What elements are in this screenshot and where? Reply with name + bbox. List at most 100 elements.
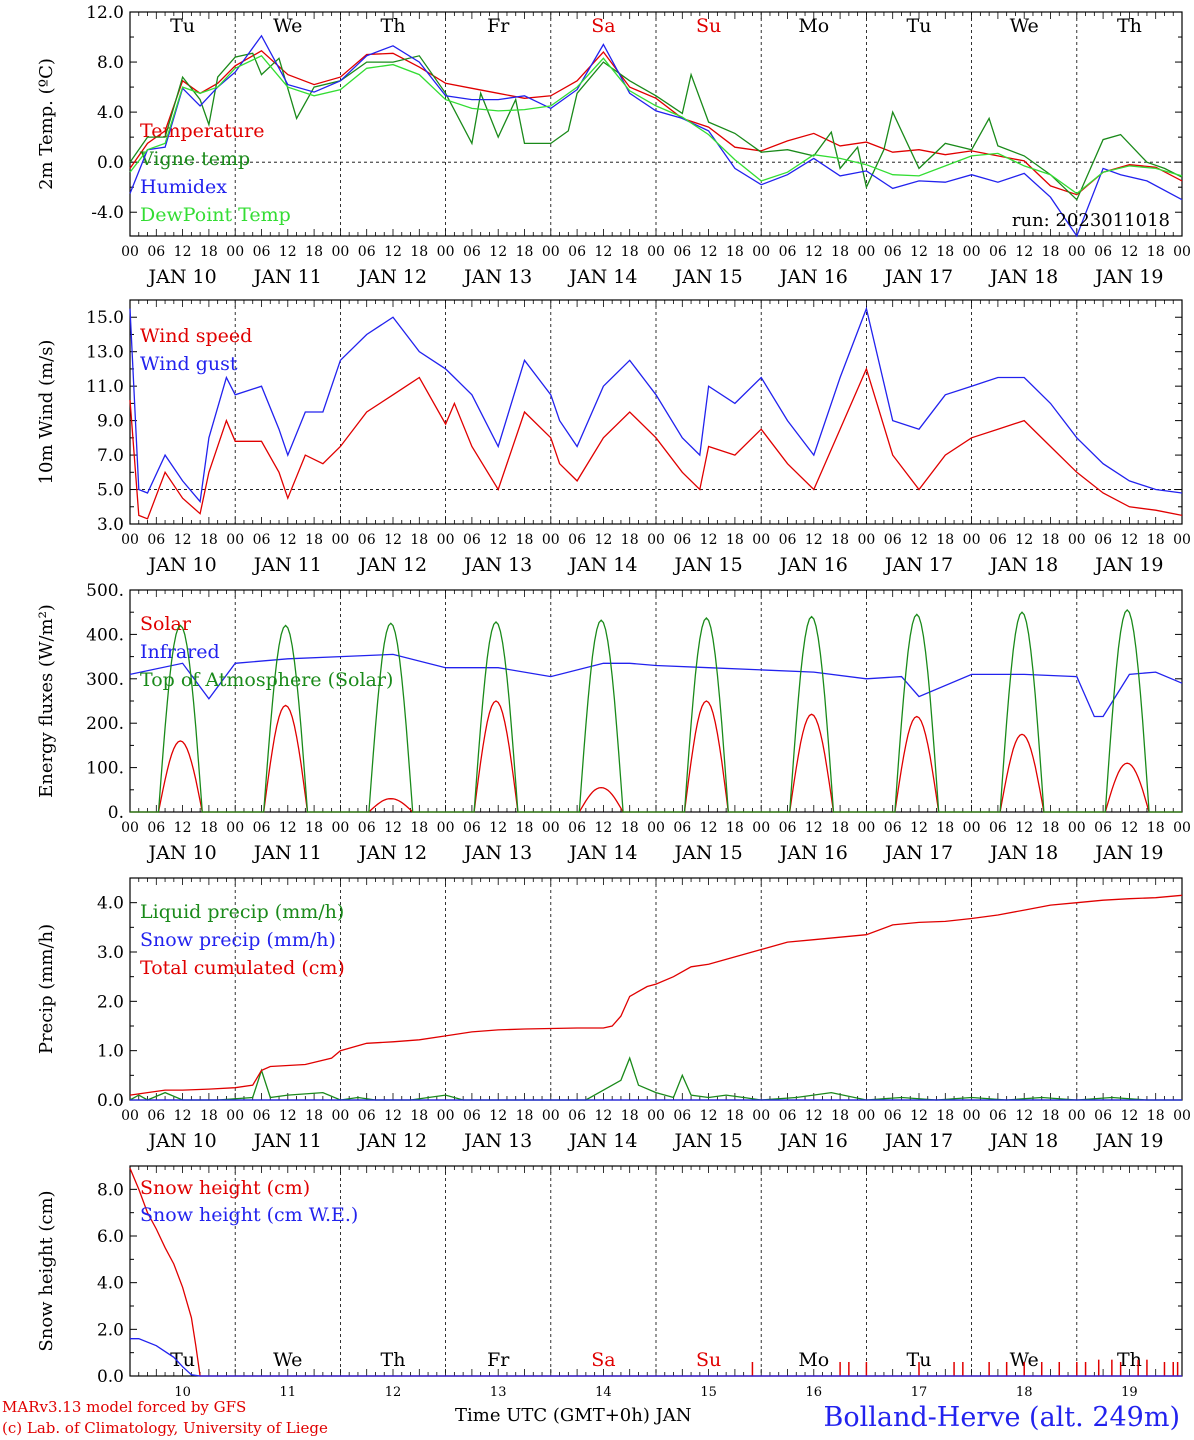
y-tick-label: 7.0 bbox=[97, 446, 124, 466]
hour-label: 18 bbox=[1042, 244, 1060, 260]
y-tick-label: 4.0 bbox=[97, 894, 124, 914]
hour-label: 00 bbox=[542, 820, 560, 836]
date-label: JAN 10 bbox=[147, 842, 217, 864]
hour-label: 18 bbox=[305, 1108, 323, 1124]
hour-label: 06 bbox=[1094, 244, 1112, 260]
legend-entry: Wind gust bbox=[140, 353, 238, 375]
hour-label: 18 bbox=[621, 1108, 639, 1124]
hour-label: 12 bbox=[1015, 244, 1033, 260]
hour-label: 00 bbox=[752, 820, 770, 836]
hour-label: 12 bbox=[174, 1108, 192, 1124]
hour-label: 06 bbox=[673, 244, 691, 260]
panel-5: 0.0 2.0 4.0 6.0 8.0 Snow height (cm) Tu We Th Fr S… bbox=[36, 1165, 1183, 1400]
plot-frame bbox=[129, 299, 1183, 525]
y-tick-label: 500. bbox=[86, 581, 124, 601]
hour-label: 12 bbox=[700, 532, 718, 548]
y-tick-label: 5.0 bbox=[97, 481, 124, 501]
hour-label: 18 bbox=[831, 532, 849, 548]
hour-label: 00 bbox=[226, 820, 244, 836]
hour-label: 00 bbox=[1173, 532, 1191, 548]
y-tick-label: 6.0 bbox=[97, 1227, 124, 1247]
hour-label: 12 bbox=[489, 820, 507, 836]
plot-frame bbox=[129, 11, 1183, 237]
hour-label: 06 bbox=[253, 532, 271, 548]
panel-3: 0. 100. 200. 300. 400. 500. Energy fluxes (W/m… bbox=[36, 581, 1191, 864]
hour-label: 00 bbox=[1173, 820, 1191, 836]
legend-entry: Vigne temp bbox=[139, 148, 250, 170]
hour-label: 06 bbox=[463, 244, 481, 260]
y-axis-label: 2m Temp. (ºC) bbox=[36, 58, 57, 190]
hour-label: 18 bbox=[200, 532, 218, 548]
legend-entry: DewPoint Temp bbox=[140, 204, 291, 226]
hour-label: 06 bbox=[779, 820, 797, 836]
date-label: JAN 15 bbox=[673, 1130, 743, 1152]
hour-label: 06 bbox=[989, 244, 1007, 260]
series-line bbox=[129, 894, 1183, 1096]
hour-label: 00 bbox=[647, 1108, 665, 1124]
day-name: We bbox=[273, 1349, 302, 1371]
y-tick-label: 9.0 bbox=[97, 412, 124, 432]
hour-label: 00 bbox=[1068, 1108, 1086, 1124]
date-label: JAN 13 bbox=[462, 1130, 532, 1152]
hour-label: 06 bbox=[779, 1108, 797, 1124]
date-label: JAN 18 bbox=[988, 1130, 1058, 1152]
hour-label: 12 bbox=[279, 1108, 297, 1124]
hour-label: 12 bbox=[1015, 820, 1033, 836]
hour-label: 12 bbox=[1120, 1108, 1138, 1124]
date-label: JAN 14 bbox=[567, 554, 637, 576]
day-name: Tu bbox=[907, 15, 932, 37]
series-line bbox=[129, 50, 1183, 196]
day-name: Mo bbox=[798, 15, 829, 37]
hour-label: 18 bbox=[1042, 820, 1060, 836]
hour-label: 00 bbox=[857, 244, 875, 260]
day-name: Th bbox=[381, 1349, 406, 1371]
hour-label: 18 bbox=[305, 244, 323, 260]
date-label: JAN 17 bbox=[883, 554, 953, 576]
hour-label: 00 bbox=[647, 820, 665, 836]
legend-entry: Snow height (cm) bbox=[140, 1177, 310, 1199]
hour-label: 18 bbox=[410, 532, 428, 548]
date-label: JAN 19 bbox=[1093, 266, 1163, 288]
hour-label: 00 bbox=[121, 1108, 139, 1124]
hour-label: 00 bbox=[1173, 244, 1191, 260]
date-label: JAN 12 bbox=[357, 842, 427, 864]
hour-label: 12 bbox=[700, 820, 718, 836]
hour-label: 06 bbox=[1094, 1108, 1112, 1124]
hour-label: 06 bbox=[884, 1108, 902, 1124]
date-label: JAN 11 bbox=[252, 554, 322, 576]
y-tick-label: 11.0 bbox=[86, 377, 124, 397]
hour-label: 00 bbox=[857, 820, 875, 836]
hour-label: 12 bbox=[594, 532, 612, 548]
hour-label: 00 bbox=[121, 244, 139, 260]
hour-label: 06 bbox=[1094, 820, 1112, 836]
y-tick-label: 4.0 bbox=[97, 1274, 124, 1294]
y-axis-label: Precip (mm/h) bbox=[36, 924, 57, 1054]
hour-label: 18 bbox=[831, 820, 849, 836]
hour-label: 18 bbox=[516, 244, 534, 260]
y-tick-label: 400. bbox=[86, 625, 124, 645]
day-name: Th bbox=[381, 15, 406, 37]
meteogram-chart: -4.0 0.0 4.0 8.0 12.0 2m Temp. (ºC) 00 06 12 18 00… bbox=[36, 3, 1191, 1400]
hour-label: 12 bbox=[1015, 532, 1033, 548]
date-number: 10 bbox=[174, 1385, 191, 1400]
hour-label: 18 bbox=[410, 1108, 428, 1124]
legend-entry: Snow precip (mm/h) bbox=[140, 929, 336, 951]
date-number: 12 bbox=[385, 1385, 402, 1400]
hour-label: 00 bbox=[963, 244, 981, 260]
hour-label: 00 bbox=[963, 1108, 981, 1124]
hour-label: 06 bbox=[463, 1108, 481, 1124]
date-number: 18 bbox=[1016, 1385, 1033, 1400]
y-tick-label: 0. bbox=[108, 803, 124, 823]
hour-label: 12 bbox=[279, 532, 297, 548]
y-axis-label: Snow height (cm) bbox=[36, 1190, 57, 1351]
y-axis-label: Energy fluxes (W/m²) bbox=[36, 604, 57, 798]
run-annotation: run: 2023011018 bbox=[1012, 210, 1170, 231]
hour-label: 18 bbox=[1147, 820, 1165, 836]
series-line bbox=[129, 52, 1183, 201]
hour-label: 06 bbox=[673, 820, 691, 836]
hour-label: 18 bbox=[621, 244, 639, 260]
series-line bbox=[129, 306, 1183, 504]
hour-label: 12 bbox=[594, 1108, 612, 1124]
date-label: JAN 12 bbox=[357, 1130, 427, 1152]
legend-entry: Temperature bbox=[140, 120, 264, 142]
